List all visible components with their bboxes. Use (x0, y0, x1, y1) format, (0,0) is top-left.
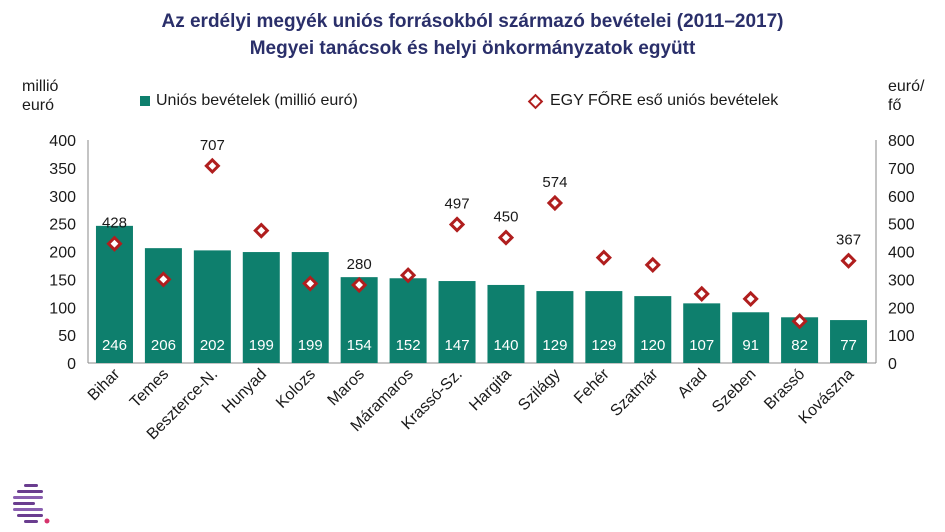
per-capita-marker (155, 271, 172, 288)
bar-value-label: 246 (102, 337, 127, 354)
legend-bars: Uniós bevételek (millió euró) (140, 92, 358, 110)
bar (732, 312, 770, 363)
left-tick-label: 0 (67, 356, 76, 373)
category-label: Kolozs (273, 366, 319, 412)
left-axis-unit-line-2: euró (22, 97, 55, 114)
per-capita-marker (399, 267, 417, 284)
bar (242, 252, 280, 363)
left-axis-unit: millió euró (22, 77, 58, 115)
bar (389, 278, 427, 363)
right-tick-label: 400 (888, 245, 915, 262)
right-tick-label: 0 (888, 356, 897, 373)
left-axis-unit-line-1: millió (22, 78, 59, 95)
per-capita-marker (448, 216, 466, 233)
per-capita-value-label: 367 (836, 232, 861, 249)
right-tick-label: 200 (888, 300, 915, 317)
bar-value-label: 91 (742, 337, 759, 354)
bar (634, 296, 672, 363)
category-label: Szatmár (607, 365, 662, 420)
per-capita-marker (106, 235, 123, 252)
bar-value-label: 206 (151, 337, 176, 354)
per-capita-marker (644, 256, 661, 274)
per-capita-marker (546, 194, 564, 212)
right-tick-label: 500 (888, 217, 915, 234)
right-axis-unit-line-1: euró/ (888, 78, 925, 95)
left-tick-label: 350 (49, 161, 76, 178)
bar (585, 291, 623, 363)
right-tick-label: 700 (888, 161, 915, 178)
right-axis-unit: euró/ fő (888, 77, 924, 115)
bar-value-label: 154 (347, 337, 372, 354)
legend-bar-label: Uniós bevételek (millió euró) (156, 92, 358, 109)
per-capita-value-label: 574 (542, 174, 567, 191)
bar-value-label: 199 (249, 337, 274, 354)
per-capita-marker (351, 276, 368, 294)
per-capita-marker (791, 313, 808, 330)
right-tick-label: 600 (888, 189, 915, 206)
category-label: Hunyad (219, 366, 270, 417)
per-capita-marker (742, 290, 759, 308)
per-capita-value-label: 450 (493, 209, 518, 226)
per-capita-marker (840, 252, 857, 269)
per-capita-marker (253, 222, 270, 239)
per-capita-value-label: 280 (347, 256, 372, 273)
bar (144, 248, 182, 363)
bar-value-label: 147 (445, 337, 470, 354)
per-capita-value-label: 428 (102, 215, 127, 232)
category-label: Maros (325, 366, 368, 409)
chart-title: Az erdélyi megyék uniós forrásokból szár… (0, 8, 945, 62)
bar-value-label: 199 (298, 337, 323, 354)
left-tick-label: 150 (49, 272, 76, 289)
bar (830, 320, 868, 363)
bar-value-label: 140 (493, 337, 518, 354)
bar-value-label: 107 (689, 337, 714, 354)
bar-value-label: 120 (640, 337, 665, 354)
right-tick-label: 100 (888, 328, 915, 345)
per-capita-marker (204, 157, 221, 175)
bar-value-label: 152 (396, 337, 421, 354)
per-capita-value-label: 497 (445, 195, 470, 212)
bar-value-label: 129 (591, 337, 616, 354)
category-label: Temes (127, 366, 172, 411)
bar (683, 303, 721, 363)
bar-value-label: 77 (840, 337, 857, 354)
per-capita-marker (497, 229, 515, 246)
logo-icon (13, 484, 50, 524)
left-tick-label: 100 (49, 300, 76, 317)
category-label: Szeben (709, 366, 759, 416)
right-axis-unit-line-2: fő (888, 97, 902, 114)
left-tick-label: 200 (49, 245, 76, 262)
per-capita-marker (302, 275, 319, 292)
bar (438, 281, 476, 363)
bar-value-label: 202 (200, 337, 225, 354)
legend-marker-label: EGY FŐRE eső uniós bevételek (550, 92, 779, 109)
legend-bar-swatch (140, 96, 150, 106)
right-tick-label: 300 (888, 272, 915, 289)
bar-value-label: 129 (542, 337, 567, 354)
category-label: Fehér (571, 365, 613, 407)
right-tick-label: 800 (888, 133, 915, 150)
left-tick-label: 400 (49, 133, 76, 150)
per-capita-value-label: 707 (200, 137, 225, 154)
left-tick-label: 50 (58, 328, 76, 345)
category-label: Szilágy (515, 366, 563, 414)
chart-title-line-2: Megyei tanácsok és helyi önkormányzatok … (249, 38, 696, 59)
bar (536, 291, 574, 363)
bar (487, 284, 525, 363)
category-label: Hargita (466, 366, 515, 415)
bar-value-label: 82 (791, 337, 808, 354)
left-tick-label: 300 (49, 189, 76, 206)
chart-title-line-1: Az erdélyi megyék uniós forrásokból szár… (161, 11, 784, 32)
bar (291, 252, 329, 363)
bar (193, 250, 231, 363)
category-label: Brassó (761, 366, 808, 413)
per-capita-marker (595, 249, 612, 266)
category-label: Arad (675, 366, 711, 402)
category-label: Bihar (85, 365, 124, 404)
per-capita-marker (693, 285, 710, 302)
left-tick-label: 250 (49, 217, 76, 234)
legend-markers: EGY FŐRE eső uniós bevételek (527, 92, 779, 110)
